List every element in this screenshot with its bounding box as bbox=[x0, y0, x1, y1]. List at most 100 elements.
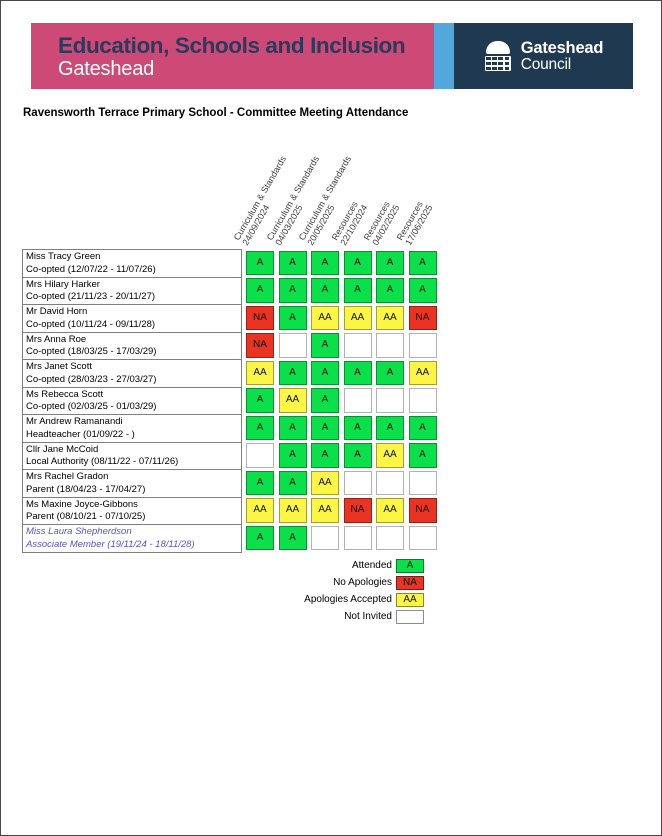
window-pane bbox=[492, 66, 497, 70]
member-role: Local Authority (08/11/22 - 07/11/26) bbox=[26, 456, 179, 467]
member-row: Mrs Rachel Gradon Parent (18/04/23 - 17/0… bbox=[22, 469, 242, 498]
attendance-cell: A bbox=[278, 470, 307, 495]
member-role: Co-opted (10/11/24 - 09/11/28) bbox=[26, 318, 156, 330]
attendance-cell: AA bbox=[311, 305, 339, 330]
attendance-cell bbox=[408, 525, 437, 550]
attendance-cell: AA bbox=[311, 498, 339, 523]
legend-swatch bbox=[396, 609, 424, 624]
member-role: Headteacher (01/09/22 - ) bbox=[26, 428, 135, 440]
attendance-cell: A bbox=[311, 388, 339, 413]
attendance-cell: A bbox=[246, 470, 274, 495]
attendance-cell bbox=[343, 388, 372, 413]
logo-name: Gateshead bbox=[520, 38, 604, 57]
attendance-cell: A bbox=[408, 415, 437, 440]
legend-label: Attended bbox=[351, 559, 392, 571]
attendance-cell: A bbox=[408, 443, 437, 468]
window-pane bbox=[486, 57, 491, 61]
member-row: Mr David Horn Co-opted (10/11/24 - 09/11/… bbox=[22, 304, 242, 333]
attendance-cell: A bbox=[246, 415, 274, 440]
member-name: Mrs Hilary Harker bbox=[26, 278, 100, 290]
window-pane bbox=[504, 66, 510, 70]
legend-label: Not Invited bbox=[344, 610, 392, 622]
legend-swatch: AA bbox=[396, 592, 424, 607]
window-pane bbox=[504, 57, 510, 61]
attendance-cell: A bbox=[311, 278, 339, 303]
dome-icon bbox=[485, 40, 510, 54]
window-pane bbox=[492, 61, 497, 66]
department-title: Education, Schools and Inclusion bbox=[58, 33, 406, 58]
attendance-cell: A bbox=[408, 278, 437, 303]
legend-swatch: NA bbox=[396, 575, 424, 590]
attendance-cell: A bbox=[278, 360, 307, 385]
attendance-cell: A bbox=[343, 415, 372, 440]
member-name: Cllr Jane McCoid bbox=[26, 443, 99, 455]
attendance-cell bbox=[278, 333, 307, 358]
window-pane bbox=[486, 66, 491, 70]
banner-pink-section: Education, Schools and Inclusion Gateshe… bbox=[31, 23, 434, 89]
attendance-cell bbox=[376, 333, 404, 358]
member-name: Mr David Horn bbox=[26, 306, 88, 317]
attendance-cell bbox=[246, 443, 274, 468]
member-name: Ms Maxine Joyce-Gibbons bbox=[26, 498, 138, 510]
legend-label: Apologies Accepted bbox=[304, 593, 392, 605]
member-name: Mrs Anna Roe bbox=[26, 333, 87, 345]
attendance-cell: A bbox=[311, 415, 339, 440]
member-role: Co-opted (18/03/25 - 17/03/29) bbox=[26, 346, 157, 357]
attendance-cell: AA bbox=[278, 498, 307, 523]
attendance-cell: A bbox=[278, 415, 307, 440]
attendance-cell: AA bbox=[376, 443, 404, 468]
member-row: Ms Maxine Joyce-Gibbons Parent (08/10/21 … bbox=[22, 496, 242, 525]
attendance-cell: A bbox=[376, 278, 404, 303]
attendance-cell bbox=[408, 388, 437, 413]
attendance-cell: AA bbox=[246, 360, 274, 385]
window-pane bbox=[504, 61, 510, 66]
building-windows-icon bbox=[484, 55, 511, 72]
attendance-cell: A bbox=[278, 278, 307, 303]
header-banner: Education, Schools and Inclusion Gateshe… bbox=[31, 23, 633, 89]
attendance-cell: A bbox=[311, 250, 339, 275]
legend-swatch: A bbox=[396, 558, 424, 573]
attendance-cell: A bbox=[278, 250, 307, 275]
member-name: Mrs Rachel Gradon bbox=[26, 471, 109, 482]
attendance-cell: NA bbox=[408, 498, 437, 523]
attendance-cell bbox=[343, 470, 372, 495]
attendance-cell: AA bbox=[376, 305, 404, 330]
attendance-cell: A bbox=[376, 415, 404, 440]
page-title: Ravensworth Terrace Primary School - Com… bbox=[23, 107, 409, 119]
window-pane bbox=[486, 61, 491, 66]
attendance-cell: AA bbox=[408, 360, 437, 385]
member-role: Parent (18/04/23 - 17/04/27) bbox=[26, 483, 146, 495]
member-name: Mrs Janet Scott bbox=[26, 361, 92, 372]
attendance-cell: AA bbox=[246, 498, 274, 523]
attendance-cell: NA bbox=[246, 333, 274, 358]
member-name: Miss Laura Shepherdson bbox=[26, 526, 132, 537]
member-name: Mr Andrew Ramanandi bbox=[26, 416, 123, 427]
attendance-cell: AA bbox=[311, 470, 339, 495]
attendance-cell: A bbox=[278, 305, 307, 330]
column-header: Resources 17/06/2025 bbox=[394, 198, 434, 247]
council-logo-text: Gateshead Council bbox=[520, 38, 604, 73]
attendance-cell: A bbox=[246, 525, 274, 550]
member-row: Mrs Anna Roe Co-opted (18/03/25 - 17/03/2… bbox=[22, 331, 242, 360]
attendance-cell bbox=[343, 333, 372, 358]
member-role: Co-opted (21/11/23 - 20/11/27) bbox=[26, 291, 156, 302]
member-row: Miss Laura Shepherdson Associate Member (… bbox=[22, 524, 242, 553]
attendance-cell: A bbox=[343, 278, 372, 303]
legend-label: No Apologies bbox=[333, 576, 392, 588]
attendance-cell: AA bbox=[278, 388, 307, 413]
member-role: Parent (08/10/21 - 07/10/25) bbox=[26, 511, 146, 522]
member-role: Co-opted (12/07/22 - 11/07/26) bbox=[26, 263, 156, 275]
banner-blue-stripe bbox=[434, 23, 454, 89]
column-header: Resources 04/02/2025 bbox=[362, 198, 402, 247]
attendance-cell: NA bbox=[343, 498, 372, 523]
attendance-cell: A bbox=[311, 333, 339, 358]
attendance-cell: A bbox=[278, 525, 307, 550]
member-name: Miss Tracy Green bbox=[26, 251, 101, 262]
department-subtitle: Gateshead bbox=[58, 58, 155, 80]
member-row: Mrs Janet Scott Co-opted (28/03/23 - 27/0… bbox=[22, 359, 242, 388]
member-row: Ms Rebecca Scott Co-opted (02/03/25 - 01/… bbox=[22, 386, 242, 415]
member-row: Cllr Jane McCoid Local Authority (08/11/2… bbox=[22, 441, 242, 470]
attendance-cell bbox=[408, 470, 437, 495]
window-pane bbox=[492, 57, 497, 61]
attendance-cell: A bbox=[311, 443, 339, 468]
